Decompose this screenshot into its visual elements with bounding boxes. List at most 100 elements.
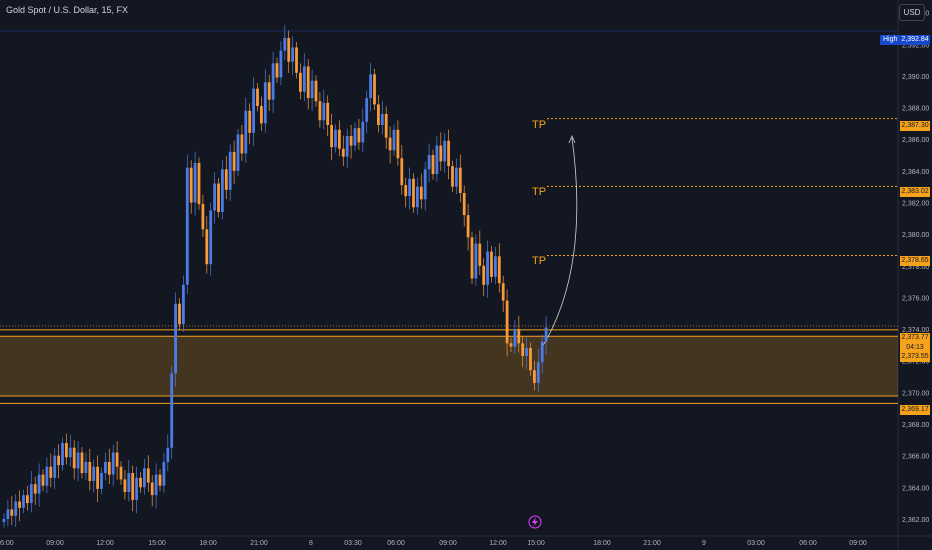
- high-value-label: 2,392.84: [900, 35, 930, 45]
- x-tick-label: 9: [702, 540, 706, 547]
- candle-body: [100, 473, 103, 489]
- candle-body: [240, 134, 244, 154]
- candle-body: [197, 162, 201, 205]
- candle-body: [408, 178, 411, 197]
- candle-body: [392, 129, 396, 151]
- y-tick-label: 2,382.00: [902, 201, 929, 208]
- candle-body: [474, 243, 478, 279]
- candle-body: [306, 66, 310, 99]
- candle-body: [490, 251, 493, 277]
- candle-body: [501, 283, 505, 301]
- candle-body: [482, 265, 486, 285]
- y-tick-label: 2,366.00: [902, 454, 929, 461]
- candle-body: [61, 442, 64, 466]
- y-tick-label: 2,372.00: [902, 359, 929, 366]
- y-tick-label: 2,364.00: [902, 485, 929, 492]
- tp-label-3: TP: [532, 255, 547, 267]
- candle-body: [357, 128, 361, 143]
- candle-body: [353, 128, 357, 146]
- x-tick-label: 06:00: [799, 540, 817, 547]
- candle-body: [68, 447, 72, 458]
- candle-body: [80, 452, 84, 474]
- candle-body: [544, 327, 548, 342]
- candle-body: [111, 452, 115, 475]
- candle-body: [525, 348, 528, 356]
- x-tick-label: 21:00: [250, 540, 268, 547]
- candle-body: [217, 183, 220, 212]
- candle-body: [458, 167, 462, 194]
- candle-body: [131, 473, 135, 500]
- lightning-icon: [528, 515, 542, 529]
- candle-body: [404, 185, 408, 197]
- x-tick-label: 09:00: [439, 540, 457, 547]
- candle-body: [244, 110, 248, 154]
- candle-body: [341, 148, 345, 157]
- y-tick-label: 2,380.00: [902, 232, 929, 239]
- candle-body: [334, 129, 337, 148]
- candle-body: [92, 466, 96, 481]
- candle-body: [65, 442, 68, 458]
- candle-body: [29, 484, 33, 504]
- projection-arrow: [540, 137, 578, 350]
- candle-body: [115, 452, 119, 467]
- y-tick-label: 2,392.00: [902, 42, 929, 49]
- candle-body: [326, 102, 330, 125]
- candle-body: [423, 169, 427, 200]
- candle-body: [119, 466, 123, 480]
- x-tick-label: 18:00: [199, 540, 217, 547]
- candle-body: [104, 461, 107, 474]
- projection-arrowhead: [568, 134, 576, 144]
- candle-body: [536, 362, 540, 383]
- y-tick-label: 2,376.00: [902, 295, 929, 302]
- candle-body: [384, 113, 388, 138]
- y-tick-label: 2,362.00: [902, 517, 929, 524]
- y-tick-label: 2,370.00: [902, 390, 929, 397]
- candle-body: [462, 193, 466, 216]
- candle-body: [178, 303, 181, 325]
- y-tick-label: 2,390.00: [902, 74, 929, 81]
- x-tick-label: 06:00: [387, 540, 405, 547]
- candle-body: [252, 88, 255, 133]
- candle-body: [400, 158, 404, 186]
- tp-label-2: TP: [532, 186, 547, 198]
- x-tick-label: 03:30: [344, 540, 362, 547]
- candle-body: [302, 66, 306, 92]
- candle-body: [228, 151, 232, 190]
- candle-body: [150, 482, 154, 496]
- candle-body: [451, 166, 454, 187]
- candle-body: [486, 251, 489, 285]
- candle-body: [76, 452, 80, 469]
- candle-body: [88, 461, 92, 481]
- candle-body: [193, 162, 197, 203]
- candle-body: [521, 343, 525, 356]
- candle-body: [540, 341, 544, 363]
- candle-body: [365, 98, 369, 122]
- candle-body: [497, 256, 501, 284]
- candle-body: [256, 88, 259, 106]
- high-label: High: [880, 35, 901, 45]
- x-tick-label: 03:00: [747, 540, 765, 547]
- candle-body: [232, 151, 236, 171]
- candle-body: [22, 495, 25, 508]
- candle-body: [166, 447, 170, 462]
- candle-body: [209, 210, 213, 265]
- currency-button[interactable]: USD: [899, 4, 925, 21]
- candle-body: [380, 113, 384, 125]
- candle-body: [443, 140, 447, 162]
- candle-body: [396, 129, 400, 159]
- candle-body: [283, 37, 287, 51]
- candle-body: [33, 484, 37, 494]
- candle-body: [533, 370, 536, 383]
- candle-body: [494, 256, 497, 277]
- candle-body: [205, 229, 209, 265]
- candle-body: [221, 169, 224, 212]
- x-tick-label: 12:00: [96, 540, 114, 547]
- current-price-label: 2,373.77 04:13: [900, 333, 930, 352]
- candle-body: [236, 134, 240, 171]
- candle-body: [447, 140, 450, 167]
- candle-body: [45, 466, 49, 486]
- tp-price-label-2: 2,383.02: [900, 187, 930, 197]
- candle-body: [2, 518, 6, 523]
- candle-body: [248, 110, 252, 133]
